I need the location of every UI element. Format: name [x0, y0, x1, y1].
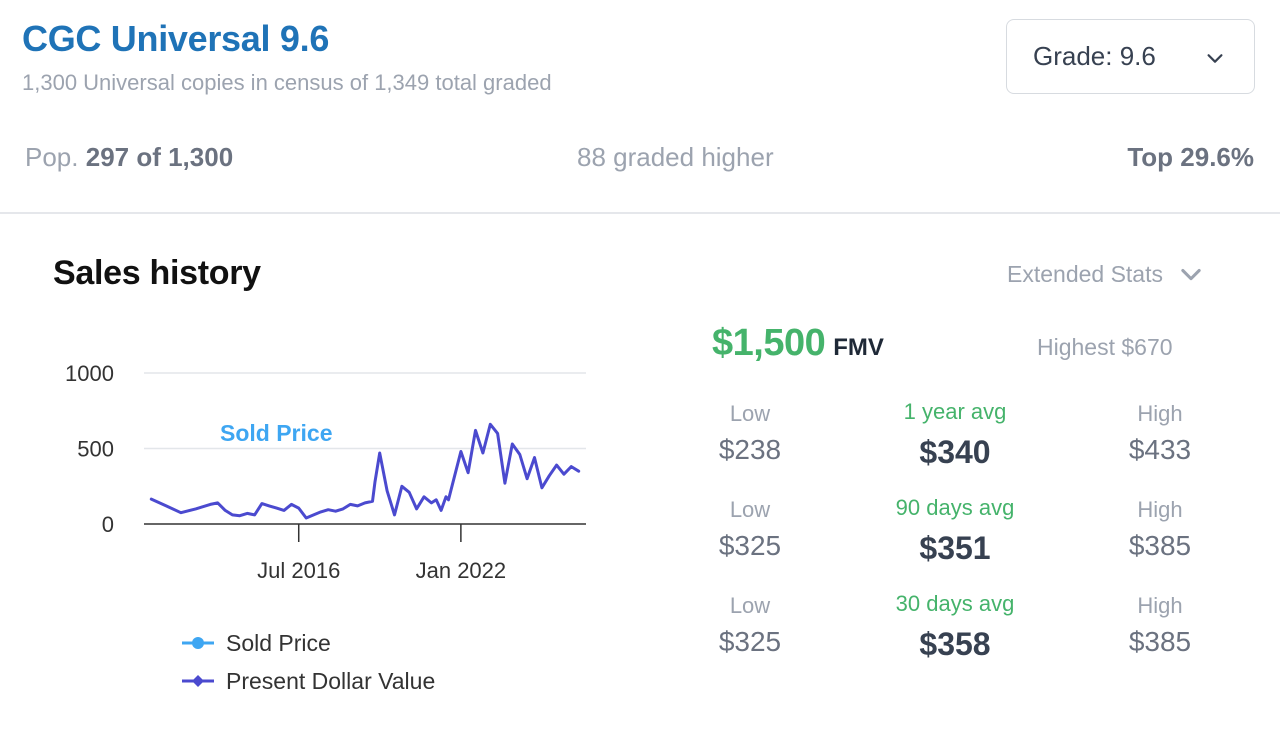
chart-series: [149, 422, 581, 520]
stat-avg: 30 days avg $358: [865, 590, 1045, 663]
avg-value: $340: [919, 434, 991, 470]
page-title: CGC Universal 9.6: [22, 18, 330, 59]
population-count: Pop. 297 of 1,300: [25, 142, 233, 173]
stats-grid: Low $238 1 year avg $340 High $433 Low $…: [690, 398, 1250, 686]
census-subtitle: 1,300 Universal copies in census of 1,34…: [22, 70, 552, 95]
graded-higher: 88 graded higher: [577, 142, 774, 172]
stat-low: Low $238: [700, 398, 800, 466]
high-value: $385: [1128, 530, 1192, 561]
stats-row-30-days: Low $325 30 days avg $358 High $385: [690, 590, 1250, 686]
sales-history-chart: 1000 500 0 Jul 2016 Jan 2022 Sold Price: [65, 361, 586, 583]
sales-history-title: Sales history: [53, 254, 261, 292]
legend-marker-present-dollar-value: [182, 675, 214, 687]
low-label: Low: [729, 401, 771, 426]
legend-item-present-dollar-value[interactable]: Present Dollar Value: [182, 662, 435, 700]
low-value: $238: [718, 434, 782, 465]
population-row: Pop. 297 of 1,300 88 graded higher Top 2…: [0, 138, 1280, 178]
stat-high: High $385: [1110, 494, 1210, 562]
stat-low: Low $325: [700, 494, 800, 562]
stat-avg: 90 days avg $351: [865, 494, 1045, 567]
fmv-unit: FMV: [833, 334, 884, 361]
top-percentile: Top 29.6%: [1127, 142, 1254, 172]
stats-row-1-year: Low $238 1 year avg $340 High $433: [690, 398, 1250, 494]
series-line-present-dollar-value: [149, 422, 581, 520]
legend-item-sold-price[interactable]: Sold Price: [182, 624, 435, 662]
extended-stats-label: Extended Stats: [1007, 260, 1163, 287]
extended-stats-toggle[interactable]: Extended Stats: [1007, 260, 1205, 288]
section-divider: [0, 212, 1280, 214]
stat-high: High $433: [1110, 398, 1210, 466]
high-label: High: [1137, 497, 1183, 522]
pop-value: 297 of 1,300: [85, 142, 234, 172]
legend-marker-sold-price: [182, 637, 214, 649]
low-value: $325: [718, 530, 782, 561]
chart-legend: Sold Price Present Dollar Value: [182, 624, 435, 700]
chart-grid: [144, 372, 586, 450]
avg-label: 1 year avg: [903, 399, 1007, 424]
fmv-block: $1,500 FMV: [712, 322, 884, 365]
x-tick-label: Jul 2016: [257, 558, 340, 583]
stat-avg: 1 year avg $340: [865, 398, 1045, 471]
stat-high: High $385: [1110, 590, 1210, 658]
stats-row-90-days: Low $325 90 days avg $351 High $385: [690, 494, 1250, 590]
y-tick-label: 500: [77, 437, 114, 462]
fmv-value: $1,500: [712, 322, 826, 364]
y-tick-label: 1000: [65, 361, 114, 386]
low-label: Low: [729, 497, 771, 522]
grade-select[interactable]: Grade: 9.6: [1006, 19, 1255, 94]
avg-value: $358: [919, 626, 991, 662]
avg-value: $351: [919, 530, 991, 566]
high-value: $433: [1128, 434, 1192, 465]
chevron-down-icon: [1181, 268, 1201, 281]
pop-prefix: Pop.: [25, 142, 79, 172]
avg-label: 90 days avg: [895, 495, 1015, 520]
y-axis-ticks: 1000 500 0: [65, 361, 114, 537]
legend-label-present-dollar-value: Present Dollar Value: [226, 667, 436, 694]
highest-sale: Highest $670: [1037, 334, 1173, 360]
grade-select-label: Grade: 9.6: [1033, 41, 1156, 71]
legend-label-sold-price: Sold Price: [226, 629, 331, 656]
x-axis-ticks: Jul 2016 Jan 2022: [257, 524, 506, 583]
y-tick-label: 0: [102, 512, 114, 537]
stat-low: Low $325: [700, 590, 800, 658]
low-label: Low: [729, 593, 771, 618]
low-value: $325: [718, 626, 782, 657]
chevron-down-icon: [1207, 54, 1223, 63]
high-value: $385: [1128, 626, 1192, 657]
x-tick-label: Jan 2022: [416, 558, 507, 583]
high-label: High: [1137, 593, 1183, 618]
high-label: High: [1137, 401, 1183, 426]
avg-label: 30 days avg: [895, 591, 1015, 616]
sold-price-annotation: Sold Price: [220, 420, 332, 446]
